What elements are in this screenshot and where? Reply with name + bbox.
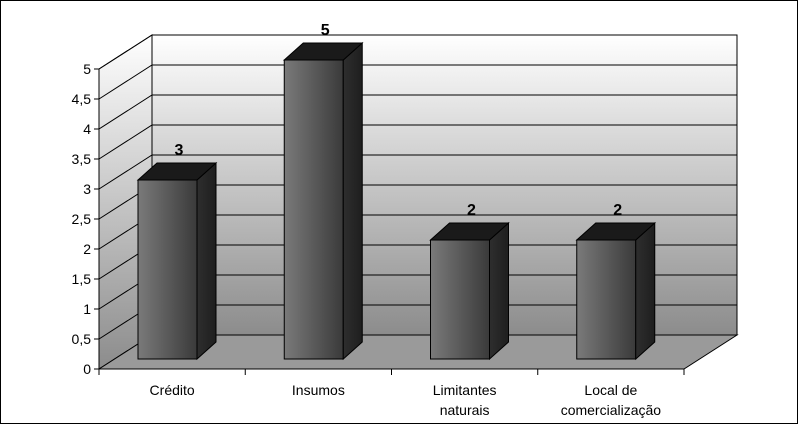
data-label: 5 (321, 22, 330, 39)
y-tick-label: 4,5 (72, 91, 92, 107)
y-tick-label: 3 (83, 181, 91, 197)
data-label: 2 (467, 202, 476, 219)
data-label: 3 (175, 142, 184, 159)
gridline (98, 124, 737, 160)
y-tick-label: 1,5 (72, 271, 92, 287)
category-label: Insumos (292, 382, 345, 398)
y-tick-label: 2,5 (72, 211, 92, 227)
y-tick-label: 5 (83, 61, 91, 77)
value-axis: 0 0,5 1 1,5 2 2,5 3 3,5 4 4,5 5 (72, 61, 100, 377)
bar (575, 221, 657, 361)
y-tick-label: 0,5 (72, 331, 92, 347)
bar-side (635, 221, 656, 361)
data-label: 2 (613, 202, 622, 219)
gridline (98, 94, 737, 130)
bar-top (136, 162, 218, 181)
y-tick-label: 2 (83, 241, 91, 257)
bars: 3 5 2 2 (136, 22, 657, 361)
bar-top (282, 42, 364, 61)
gridline (98, 64, 737, 100)
gridline (98, 34, 737, 70)
bar (136, 161, 218, 361)
bar-top (429, 222, 510, 241)
category-label: comercialização (561, 402, 662, 418)
bar-side (196, 161, 217, 361)
bar-top (575, 222, 657, 241)
y-tick-label: 1 (83, 301, 91, 317)
bar-front (576, 239, 637, 360)
bar-front (430, 239, 490, 360)
bar (429, 221, 510, 361)
bar-side (342, 41, 363, 361)
category-label: naturais (440, 402, 490, 418)
bar-front (137, 179, 198, 360)
gridline (98, 154, 737, 190)
category-label: Local de (584, 382, 637, 398)
bar (282, 41, 364, 361)
y-tick-label: 3,5 (72, 151, 92, 167)
category-label: Crédito (150, 382, 195, 398)
bar-front (283, 59, 344, 360)
y-tick-label: 0 (83, 361, 91, 377)
category-label: Limitantes (433, 382, 497, 398)
category-axis: Crédito Insumos Limitantes naturais Local de… (98, 368, 685, 418)
bar-side (489, 221, 509, 361)
y-tick-label: 4 (83, 121, 91, 137)
